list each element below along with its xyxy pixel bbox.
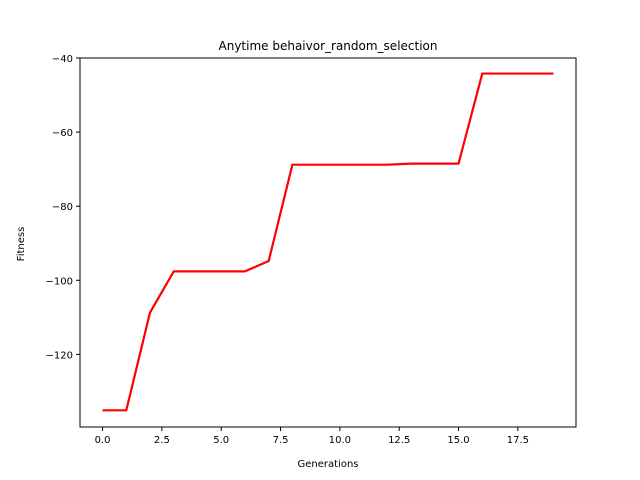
y-tick-label: −60 [52, 128, 73, 139]
chart-title: Anytime behaivor_random_selection [219, 39, 438, 53]
x-tick-label: 12.5 [388, 435, 410, 446]
plot-area: 0.0 2.5 5.0 7.5 10.0 12.5 15.0 17.5 −120 −100 −80 −… [46, 54, 577, 446]
x-axis-label: Generations [298, 459, 359, 470]
series-line-0 [102, 72, 554, 412]
x-tick-label: 7.5 [273, 435, 289, 446]
x-tick-label: 10.0 [329, 435, 351, 446]
y-tick-label: −100 [46, 276, 73, 287]
x-tick-label: 17.5 [507, 435, 529, 446]
y-tick-label: −120 [46, 350, 73, 361]
y-axis-label: Fitness [16, 227, 27, 262]
x-tick-label: 2.5 [154, 435, 170, 446]
axes-frame [79, 57, 577, 428]
x-tick-label: 0.0 [95, 435, 111, 446]
x-tick-label: 15.0 [447, 435, 469, 446]
y-tick-label: −40 [52, 54, 73, 65]
y-tick-label: −80 [52, 202, 73, 213]
x-tick-label: 5.0 [213, 435, 229, 446]
